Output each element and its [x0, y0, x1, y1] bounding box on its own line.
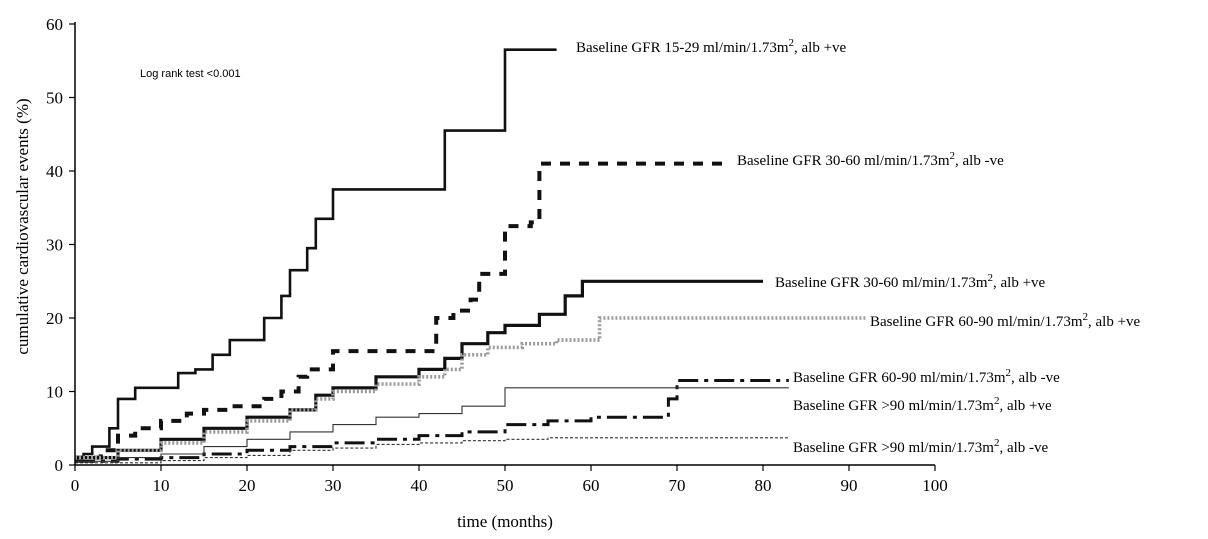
- y-tick-label: 30: [46, 236, 63, 255]
- series-line-5: [75, 379, 789, 463]
- x-tick-label: 70: [669, 476, 686, 495]
- x-axis-ticks: 0 10 20 30 40 50 60 70 80 90 100: [71, 465, 948, 495]
- series-line-2: [75, 161, 729, 460]
- x-tick-label: 50: [497, 476, 514, 495]
- series-layer: [75, 48, 867, 464]
- series-label-7: Baseline GFR >90 ml/min/1.73m2, alb -ve: [793, 437, 1049, 456]
- series-line-4: [75, 316, 867, 460]
- x-tick-label: 20: [239, 476, 256, 495]
- series-labels: Baseline GFR 15-29 ml/min/1.73m2, alb +v…: [576, 37, 1141, 456]
- series-label-2: Baseline GFR 30-60 ml/min/1.73m2, alb -v…: [737, 150, 1004, 169]
- series-line-3: [75, 279, 763, 460]
- y-tick-label: 20: [46, 309, 63, 328]
- log-rank-annotation: Log rank test <0.001: [140, 68, 241, 80]
- y-tick-label: 50: [46, 89, 63, 108]
- y-tick-label: 10: [46, 383, 63, 402]
- series-line-1: [75, 48, 557, 459]
- series-label-4: Baseline GFR 60-90 ml/min/1.73m2, alb +v…: [870, 311, 1141, 330]
- x-tick-label: 40: [411, 476, 428, 495]
- series-line-6: [75, 387, 789, 462]
- series-label-3: Baseline GFR 30-60 ml/min/1.73m2, alb +v…: [775, 272, 1046, 291]
- x-axis-label: time (months): [457, 512, 553, 531]
- y-axis-ticks: 0 10 20 30 40 50 60: [46, 15, 75, 475]
- y-tick-label: 60: [46, 15, 63, 34]
- series-label-6: Baseline GFR >90 ml/min/1.73m2, alb +ve: [793, 395, 1052, 414]
- series-line-7: [75, 437, 789, 464]
- x-tick-label: 80: [755, 476, 772, 495]
- y-tick-label: 0: [55, 456, 64, 475]
- series-label-1: Baseline GFR 15-29 ml/min/1.73m2, alb +v…: [576, 37, 847, 56]
- x-tick-label: 60: [583, 476, 600, 495]
- x-tick-label: 100: [922, 476, 948, 495]
- y-tick-label: 40: [46, 162, 63, 181]
- x-tick-label: 10: [153, 476, 170, 495]
- y-axis-label: cumulative cardiovascular events (%): [13, 98, 32, 354]
- x-tick-label: 0: [71, 476, 80, 495]
- x-tick-label: 90: [841, 476, 858, 495]
- x-tick-label: 30: [325, 476, 342, 495]
- series-label-5: Baseline GFR 60-90 ml/min/1.73m2, alb -v…: [793, 367, 1060, 386]
